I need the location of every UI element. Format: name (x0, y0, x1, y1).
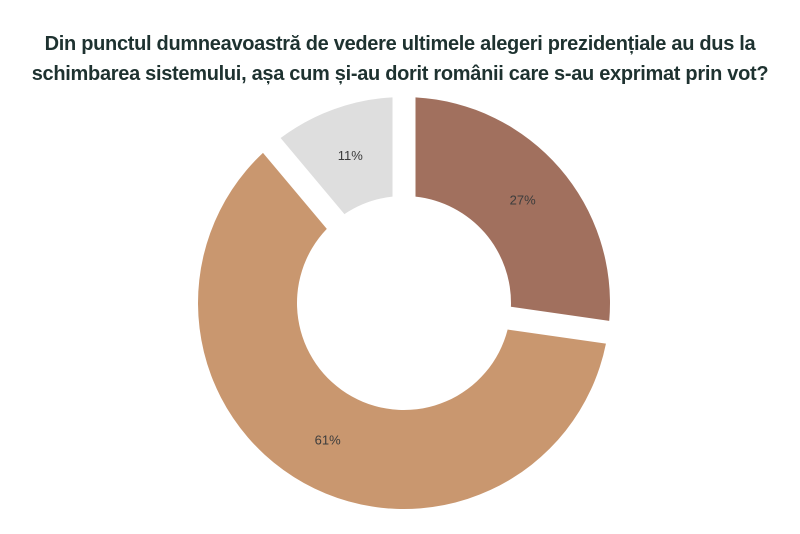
donut-segment-11 (280, 97, 393, 215)
chart-title: Din punctul dumneavoastră de vedere ulti… (0, 29, 800, 89)
chart-title-line-1: Din punctul dumneavoastră de vedere ulti… (44, 33, 756, 55)
donut-segment-label-11: 11% (338, 148, 363, 163)
donut-segment-27 (415, 97, 610, 321)
donut-segment-label-61: 61% (315, 433, 341, 448)
donut-segment-61 (198, 152, 606, 509)
chart-title-line-2: schimbarea sistemului, așa cum și-au dor… (31, 63, 769, 85)
donut-segment-label-27: 27% (510, 193, 536, 208)
